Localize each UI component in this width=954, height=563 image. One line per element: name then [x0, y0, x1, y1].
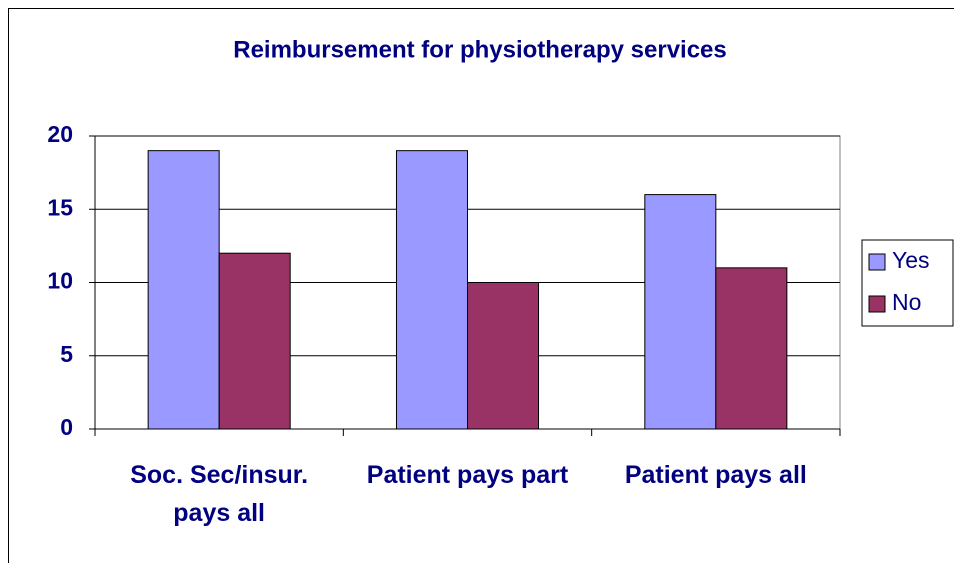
x-tick-label: Soc. Sec/insur. pays all [130, 461, 309, 527]
chart-title: Reimbursement for physiotherapy services [233, 36, 727, 63]
bar [218, 252, 291, 430]
y-tick-label: 15 [47, 194, 73, 220]
y-tick-label: 10 [47, 268, 73, 294]
bar [467, 282, 540, 430]
bar [644, 194, 717, 430]
x-tick-label: Patient pays part [366, 461, 569, 489]
bar [715, 267, 788, 430]
legend-swatch [868, 253, 886, 271]
legend-label: Yes [892, 247, 930, 273]
bar [395, 150, 468, 430]
legend-swatch [868, 295, 886, 313]
x-tick-label: Patient pays all [624, 461, 807, 489]
y-tick-label: 5 [60, 341, 73, 367]
legend-label: No [892, 289, 921, 315]
bar [147, 150, 220, 430]
y-tick-label: 20 [47, 121, 73, 147]
y-tick-label: 0 [60, 414, 73, 440]
